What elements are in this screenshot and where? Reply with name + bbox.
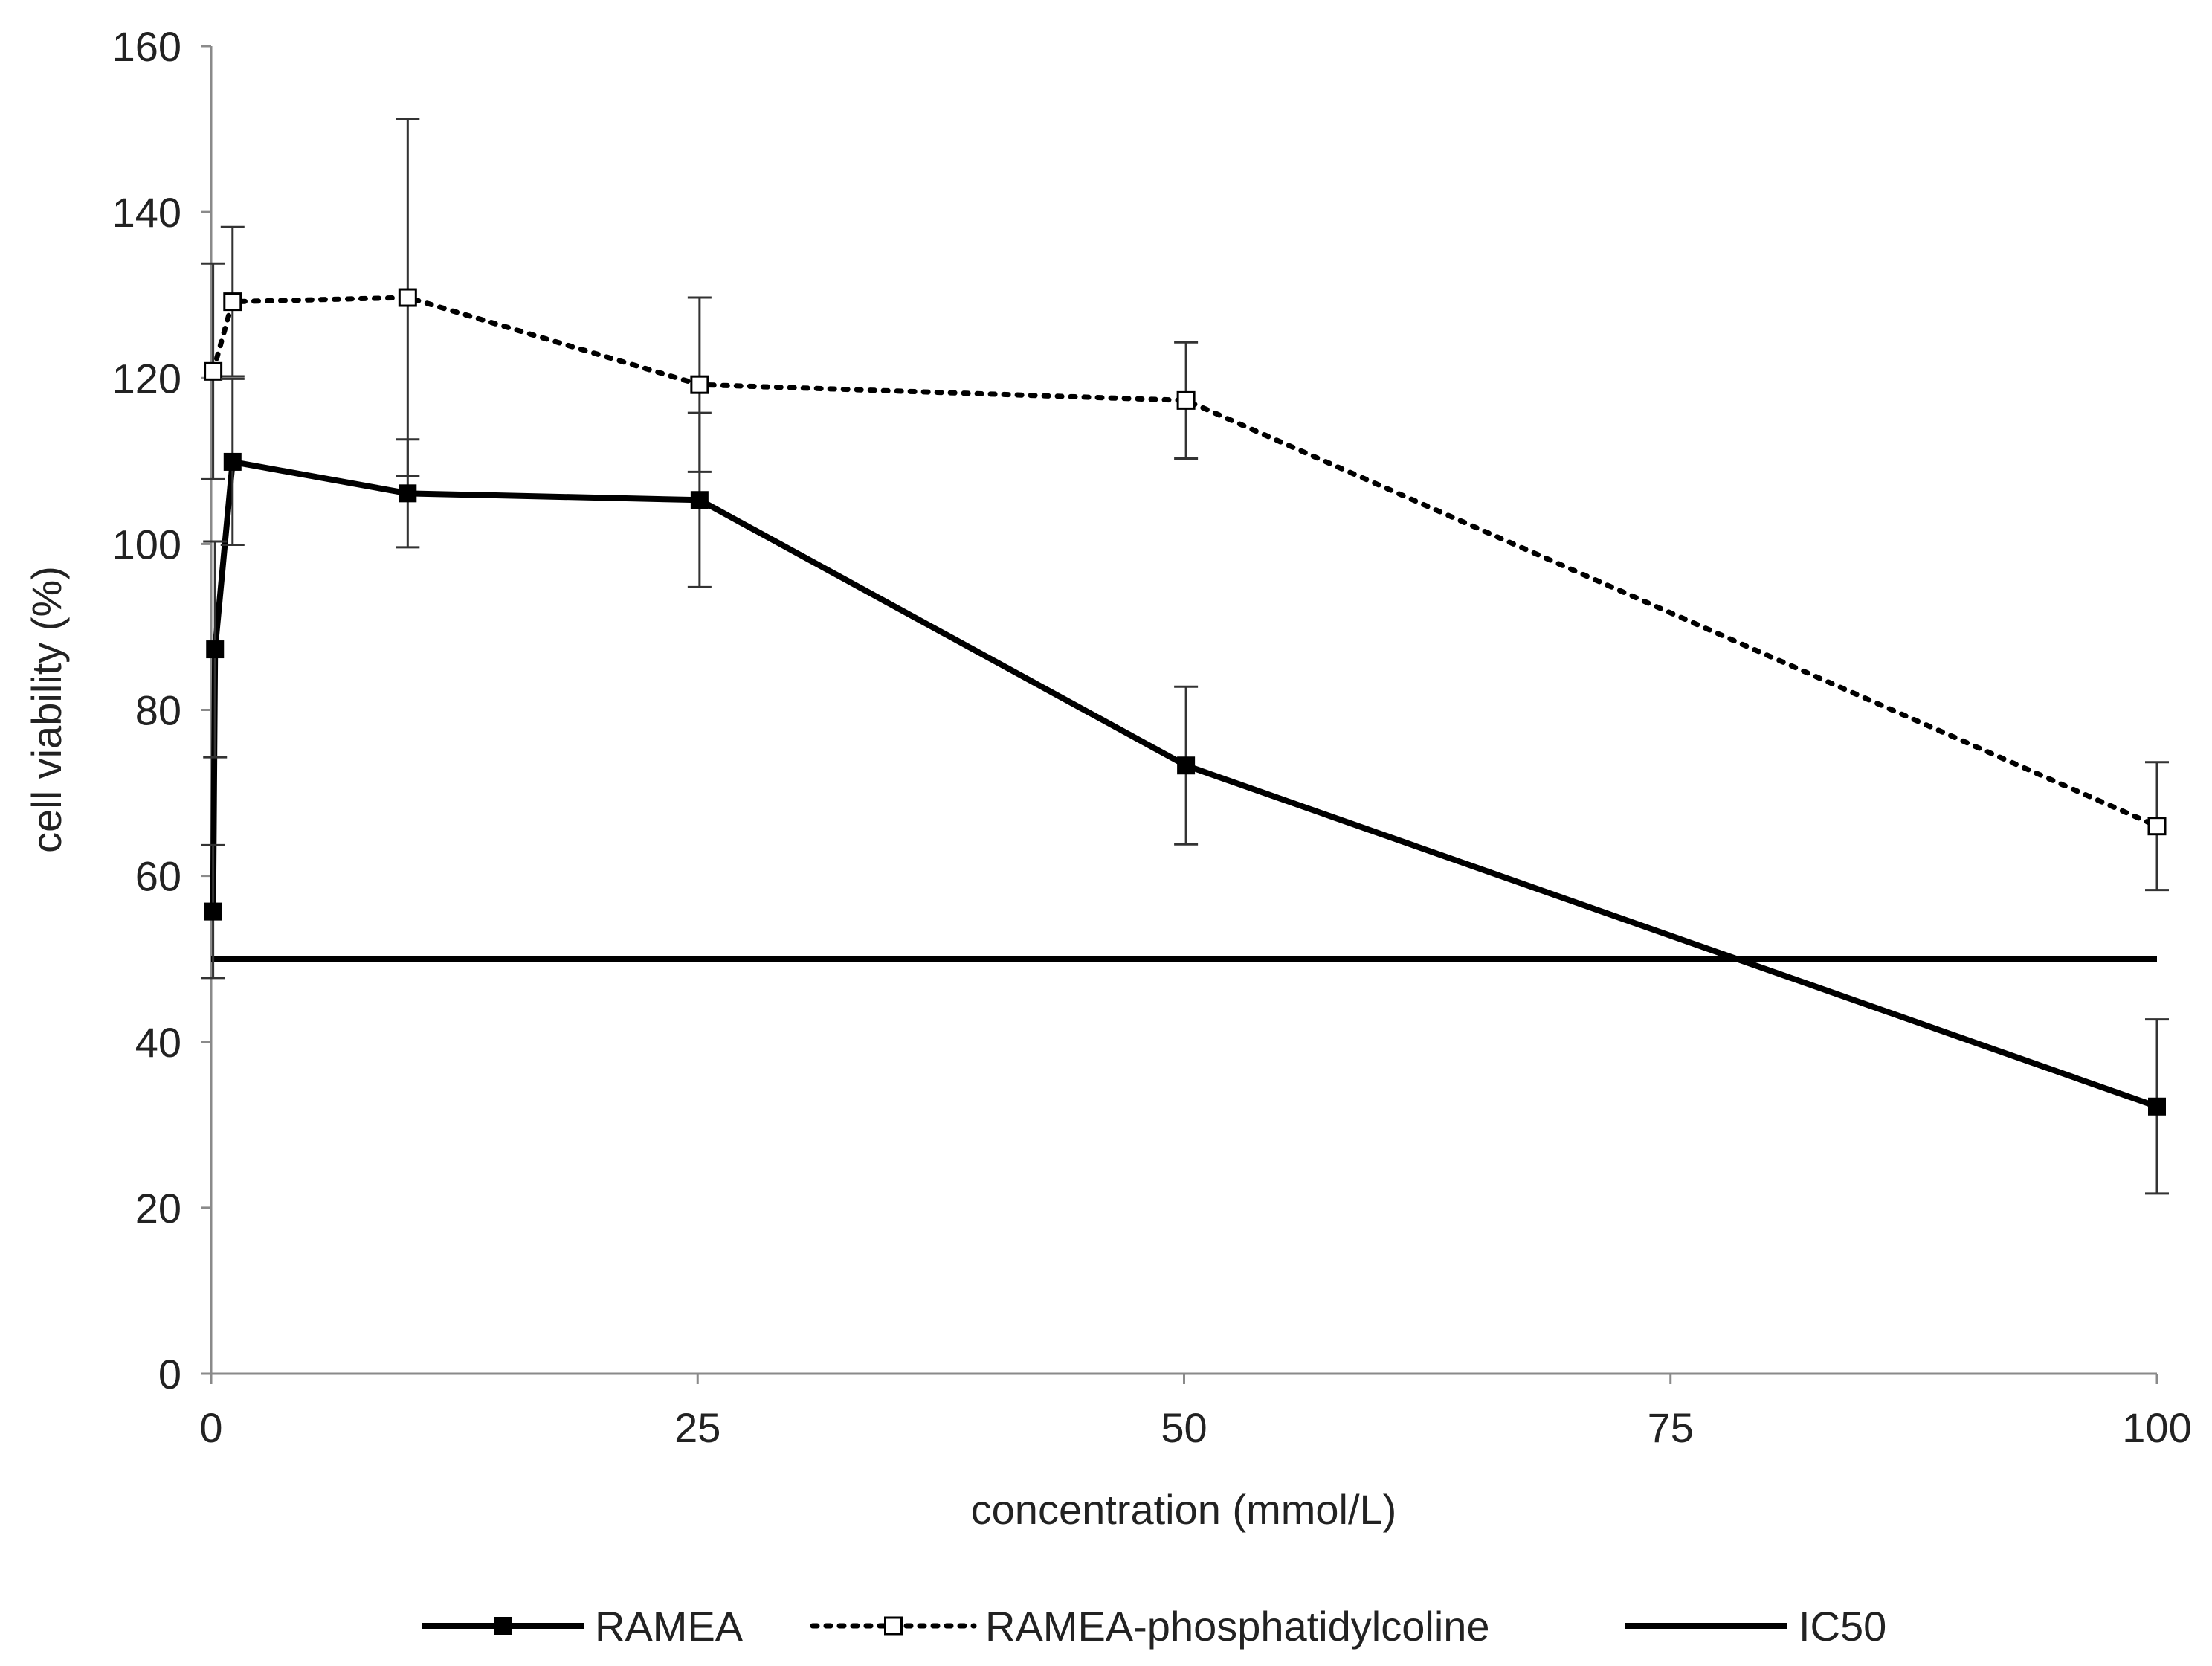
data-point <box>223 452 242 471</box>
y-tick-label: 60 <box>135 853 181 900</box>
legend-item: RAMEA-phosphatidylcoline <box>810 1603 1490 1650</box>
data-point <box>206 640 225 659</box>
data-point <box>1176 390 1196 410</box>
data-point <box>398 288 417 307</box>
data-point <box>690 375 709 394</box>
legend-label: RAMEA <box>595 1603 744 1650</box>
data-point <box>1177 756 1196 775</box>
legend-item: IC50 <box>1625 1603 1886 1650</box>
y-tick-label: 40 <box>135 1019 181 1066</box>
data-point <box>2147 817 2167 836</box>
axes <box>210 46 2157 1375</box>
y-axis-title: cell viability (%) <box>23 566 70 853</box>
legend-marker <box>494 1617 512 1635</box>
x-ticks: 0 25 50 75 100 <box>199 1374 2192 1451</box>
y-tick-label: 120 <box>112 355 181 402</box>
legend-item: RAMEA <box>422 1603 744 1650</box>
y-tick-label: 140 <box>112 189 181 236</box>
data-point <box>204 361 223 381</box>
y-tick-label: 100 <box>112 521 181 567</box>
data-point <box>223 292 242 312</box>
series-ramea <box>201 377 2169 1195</box>
series-line <box>210 295 2160 829</box>
legend: RAMEA RAMEA-phosphatidylcoline IC50 <box>422 1603 1886 1650</box>
data-point <box>399 484 417 503</box>
x-tick-label: 25 <box>674 1404 720 1451</box>
y-ticks: 0 20 40 60 80 100 120 140 160 <box>112 23 211 1398</box>
y-tick-label: 0 <box>158 1351 181 1398</box>
plot-series <box>201 118 2169 1195</box>
data-point <box>204 902 222 921</box>
legend-label: IC50 <box>1799 1603 1886 1650</box>
series-ramea-phosphatidylcoline <box>201 118 2169 892</box>
y-tick-label: 20 <box>135 1185 181 1232</box>
data-point <box>690 491 709 509</box>
x-tick-label: 50 <box>1161 1404 1207 1451</box>
x-tick-label: 100 <box>2122 1404 2191 1451</box>
data-point <box>2148 1097 2166 1116</box>
x-axis-title: concentration (mmol/L) <box>971 1486 1397 1533</box>
y-tick-label: 80 <box>135 687 181 734</box>
x-tick-label: 0 <box>199 1404 222 1451</box>
x-tick-label: 75 <box>1648 1404 1694 1451</box>
legend-marker <box>884 1616 903 1636</box>
y-tick-label: 160 <box>112 23 181 70</box>
legend-label: RAMEA-phosphatidylcoline <box>985 1603 1490 1650</box>
